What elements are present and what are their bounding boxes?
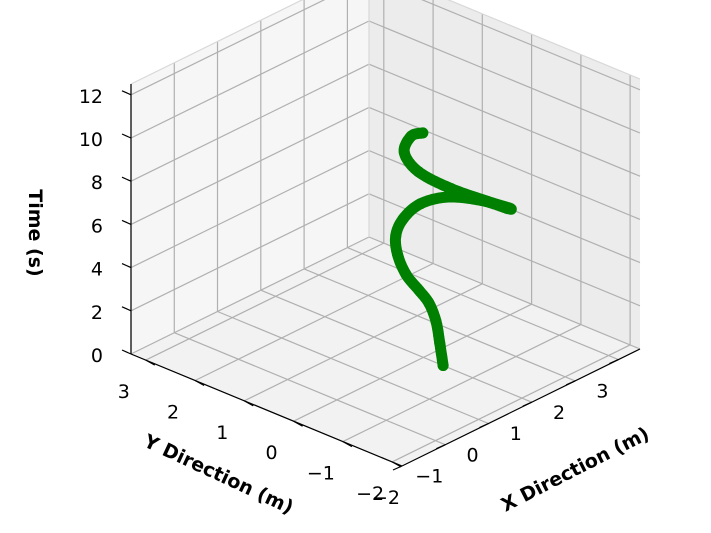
- trajectory-point: [413, 166, 424, 178]
- y-tick-mark: [194, 379, 205, 387]
- x-tick-mark: [436, 444, 446, 450]
- grid-line-x: [347, 247, 619, 361]
- trajectory-point: [503, 202, 515, 214]
- y-tick-label: −2: [356, 483, 384, 505]
- trajectory-point: [445, 183, 457, 195]
- grid-line-z: [130, 150, 370, 269]
- back-x-pane: [131, 0, 369, 354]
- z-tick-mark: [121, 349, 132, 355]
- y-tick-mark: [342, 441, 353, 448]
- grid-line-z: [130, 63, 370, 182]
- y-tick-mark: [293, 420, 303, 427]
- grid-line-y: [293, 303, 532, 422]
- trajectory-point: [405, 130, 417, 142]
- grid-line-z: [368, 63, 641, 177]
- grid-line-z: [130, 236, 370, 355]
- trajectory-series: [389, 127, 517, 371]
- pane-edge: [130, 0, 304, 85]
- grid-line-y: [145, 242, 385, 361]
- grid-line-z: [130, 20, 370, 139]
- y-tick-label: 1: [216, 422, 228, 444]
- grid-line-z: [130, 106, 370, 225]
- grid-line-y: [342, 324, 582, 443]
- z-tick-label: 10: [79, 129, 103, 151]
- trajectory-point: [390, 230, 402, 242]
- z-tick-mark: [121, 219, 132, 225]
- trajectory-point: [437, 360, 449, 371]
- trajectory-point: [430, 315, 442, 327]
- grid-line-z: [368, 20, 641, 134]
- z-tick-label: 4: [91, 259, 103, 281]
- z-tick-mark: [121, 306, 132, 312]
- y-tick-mark: [145, 359, 156, 366]
- trajectory-point: [442, 191, 454, 203]
- trajectory-point: [417, 127, 429, 139]
- trajectory-point: [400, 269, 412, 281]
- grid-line-x: [217, 310, 489, 425]
- trajectory-point: [397, 213, 409, 225]
- z-tick-label: 2: [91, 302, 103, 324]
- y-tick-mark: [244, 400, 254, 407]
- z-tick-mark: [121, 133, 132, 139]
- back-y-pane: [369, 0, 640, 349]
- x-tick-mark: [479, 422, 489, 429]
- y-axis-line: [130, 353, 403, 467]
- grid-line-z: [368, 106, 641, 220]
- trajectory-point: [423, 297, 435, 309]
- grid-line-y: [194, 262, 434, 382]
- y-tick-label: 2: [167, 402, 179, 424]
- grid-line-x: [174, 332, 446, 446]
- x-tick-label: −1: [415, 466, 443, 488]
- grid-line-z: [368, 236, 641, 350]
- x-tick-label: 2: [553, 402, 565, 424]
- z-tick-label: 12: [79, 86, 103, 108]
- trajectory-point: [413, 284, 425, 296]
- z-tick-mark: [121, 263, 132, 269]
- x-tick-label: −2: [372, 487, 400, 509]
- z-tick-label: 0: [91, 345, 103, 367]
- grid-line-z: [421, 0, 641, 91]
- x-tick-label: 1: [510, 423, 522, 445]
- x-tick-label: 3: [596, 381, 608, 403]
- y-tick-label: 0: [266, 442, 278, 464]
- x-tick-mark: [609, 359, 619, 365]
- trajectory-point: [415, 198, 426, 210]
- x-tick-mark: [522, 401, 533, 407]
- trajectory-point: [434, 337, 446, 349]
- grid-line-y: [244, 283, 483, 402]
- y-tick-mark: [391, 461, 402, 468]
- y-tick-label: 3: [118, 381, 130, 403]
- x-tick-mark: [565, 380, 576, 386]
- z-tick-label: 8: [91, 172, 103, 194]
- trajectory-point: [398, 147, 410, 158]
- grid-line-z: [130, 0, 326, 96]
- trajectory-point: [392, 249, 404, 261]
- z-tick-mark: [121, 176, 132, 182]
- z-tick-label: 6: [91, 215, 103, 237]
- x-tick-label: 0: [466, 445, 478, 467]
- y-tick-label: −1: [307, 463, 335, 485]
- grid-line-x: [260, 289, 533, 403]
- pane-edge: [447, 0, 641, 80]
- floor-pane: [131, 237, 640, 466]
- z-axis-label: Time (s): [24, 189, 46, 276]
- grid-line-y: [391, 344, 631, 463]
- axis-panes: [131, 0, 640, 466]
- trajectory-point: [482, 195, 494, 207]
- z-tick-mark: [121, 90, 132, 96]
- grid-line-z: [130, 193, 370, 312]
